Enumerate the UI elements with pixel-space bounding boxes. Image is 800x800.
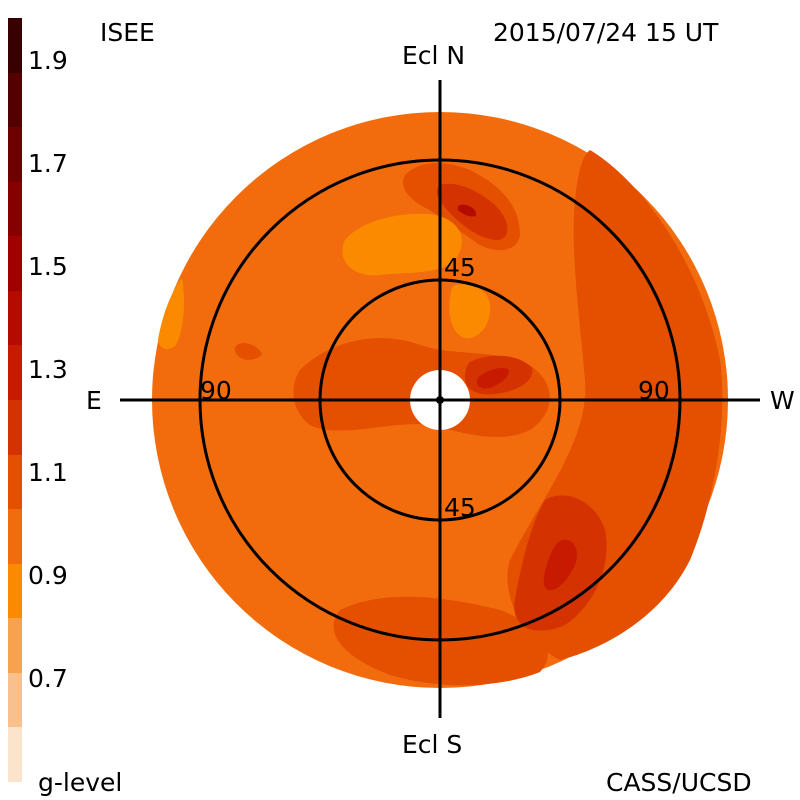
colorbar-tick-label: 1.5 <box>28 252 68 281</box>
color-scale-segment <box>8 345 22 400</box>
color-scale-segment <box>8 618 22 673</box>
inner-peak <box>476 368 509 389</box>
colorbar-tick-label: 1.7 <box>28 149 68 178</box>
north-low-patch <box>342 213 462 276</box>
east-label: E <box>86 386 102 415</box>
colorbar-title: g-level <box>38 768 123 797</box>
ring-label-90-right: 90 <box>638 376 670 405</box>
color-scale-segment <box>8 127 22 182</box>
colorbar-tick-label: 0.9 <box>28 561 68 590</box>
colorbar-tick-label: 1.1 <box>28 458 68 487</box>
colorbar-tick-label: 1.3 <box>28 355 68 384</box>
north-label: Ecl N <box>402 41 466 70</box>
southwest-peak <box>543 539 578 591</box>
color-scale-segment <box>8 454 22 510</box>
ring-label-90-left: 90 <box>200 376 232 405</box>
color-scale-segment <box>8 181 22 237</box>
ring-label-45-top: 45 <box>444 253 476 282</box>
ring-label-45-bottom: 45 <box>444 493 476 522</box>
source-label: ISEE <box>100 18 155 47</box>
color-scale-segment <box>8 236 22 291</box>
north-inner-low-patch <box>449 284 491 339</box>
west-label: W <box>770 386 795 415</box>
color-scale-segment <box>8 727 22 782</box>
color-scale-segment <box>8 18 22 73</box>
timestamp-label: 2015/07/24 15 UT <box>493 18 719 47</box>
color-scale-segment <box>8 672 22 728</box>
color-scale-segment <box>8 72 22 128</box>
south-label: Ecl S <box>402 730 463 759</box>
west-limb-low-patch <box>158 278 184 350</box>
east-small-patch <box>234 343 262 360</box>
color-scale-segment <box>8 399 22 455</box>
colorbar-tick-label: 1.9 <box>28 46 68 75</box>
color-scale-segment <box>8 563 22 619</box>
colorbar-tick-label: 0.7 <box>28 664 68 693</box>
credit-label: CASS/UCSD <box>606 768 752 797</box>
color-scale-bar <box>8 18 22 782</box>
color-scale-segment <box>8 509 22 564</box>
north-peak <box>457 204 477 217</box>
color-scale-segment <box>8 290 22 346</box>
